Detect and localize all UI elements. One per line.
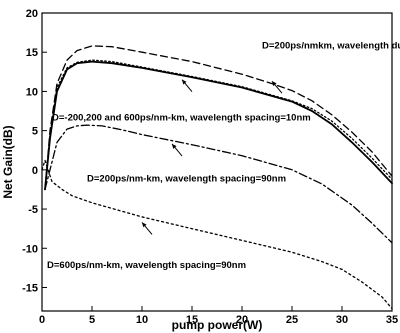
series-line-dotted xyxy=(44,59,393,191)
y-tick-label: -10 xyxy=(22,243,38,255)
y-tick-label: 20 xyxy=(26,8,38,20)
y-tick-label: -5 xyxy=(28,204,38,216)
y-tick-label: 5 xyxy=(32,126,38,138)
annotation-arrowhead xyxy=(182,79,187,85)
x-tick-label: 25 xyxy=(286,314,298,326)
x-tick-label: 0 xyxy=(39,314,45,326)
x-tick-label: 35 xyxy=(386,314,398,326)
annotation-arrowhead xyxy=(272,81,277,87)
x-tick-label: 15 xyxy=(186,314,198,326)
x-tick-label: 30 xyxy=(336,314,348,326)
series-line-short-dotted xyxy=(41,159,393,310)
annotation-label: D=-200,200 and 600ps/nm-km, wavelength s… xyxy=(52,112,311,123)
y-tick-label: 15 xyxy=(26,47,38,59)
annotation-arrows xyxy=(141,79,283,235)
y-axis-title: Net Gain(dB) xyxy=(1,125,15,198)
series-line-dash-dot xyxy=(44,124,393,244)
series-layer xyxy=(41,45,393,310)
x-tick-label: 20 xyxy=(236,314,248,326)
annotation-label: D=200ps/nmkm, wavelength dutuning=90nm xyxy=(262,40,400,51)
annotation-arrowhead xyxy=(142,222,147,228)
y-tick-label: 0 xyxy=(32,165,38,177)
x-tick-label: 5 xyxy=(89,314,95,326)
annotation-label: D=200ps/nm-km, wavelength spacing=90nm xyxy=(87,174,286,185)
annotation-arrowhead xyxy=(172,143,177,149)
x-tick-label: 10 xyxy=(136,314,148,326)
series-line-solid xyxy=(44,60,393,191)
annotation-label: D=600ps/nm-km, wavelength spacing=90nm xyxy=(47,260,246,271)
y-tick-label: 10 xyxy=(26,86,38,98)
annotation-labels: D=200ps/nmkm, wavelength dutuning=90nm D=… xyxy=(47,40,400,271)
y-tick-label: -15 xyxy=(22,282,38,294)
x-axis-title: pump power(W) xyxy=(172,318,263,332)
axis-ticks: 0 5 10 15 20 25 30 35 20 15 10 5 0 -5 -10 -15 xyxy=(22,8,398,326)
plot-frame xyxy=(41,12,393,312)
series-line-dashed xyxy=(44,45,393,191)
